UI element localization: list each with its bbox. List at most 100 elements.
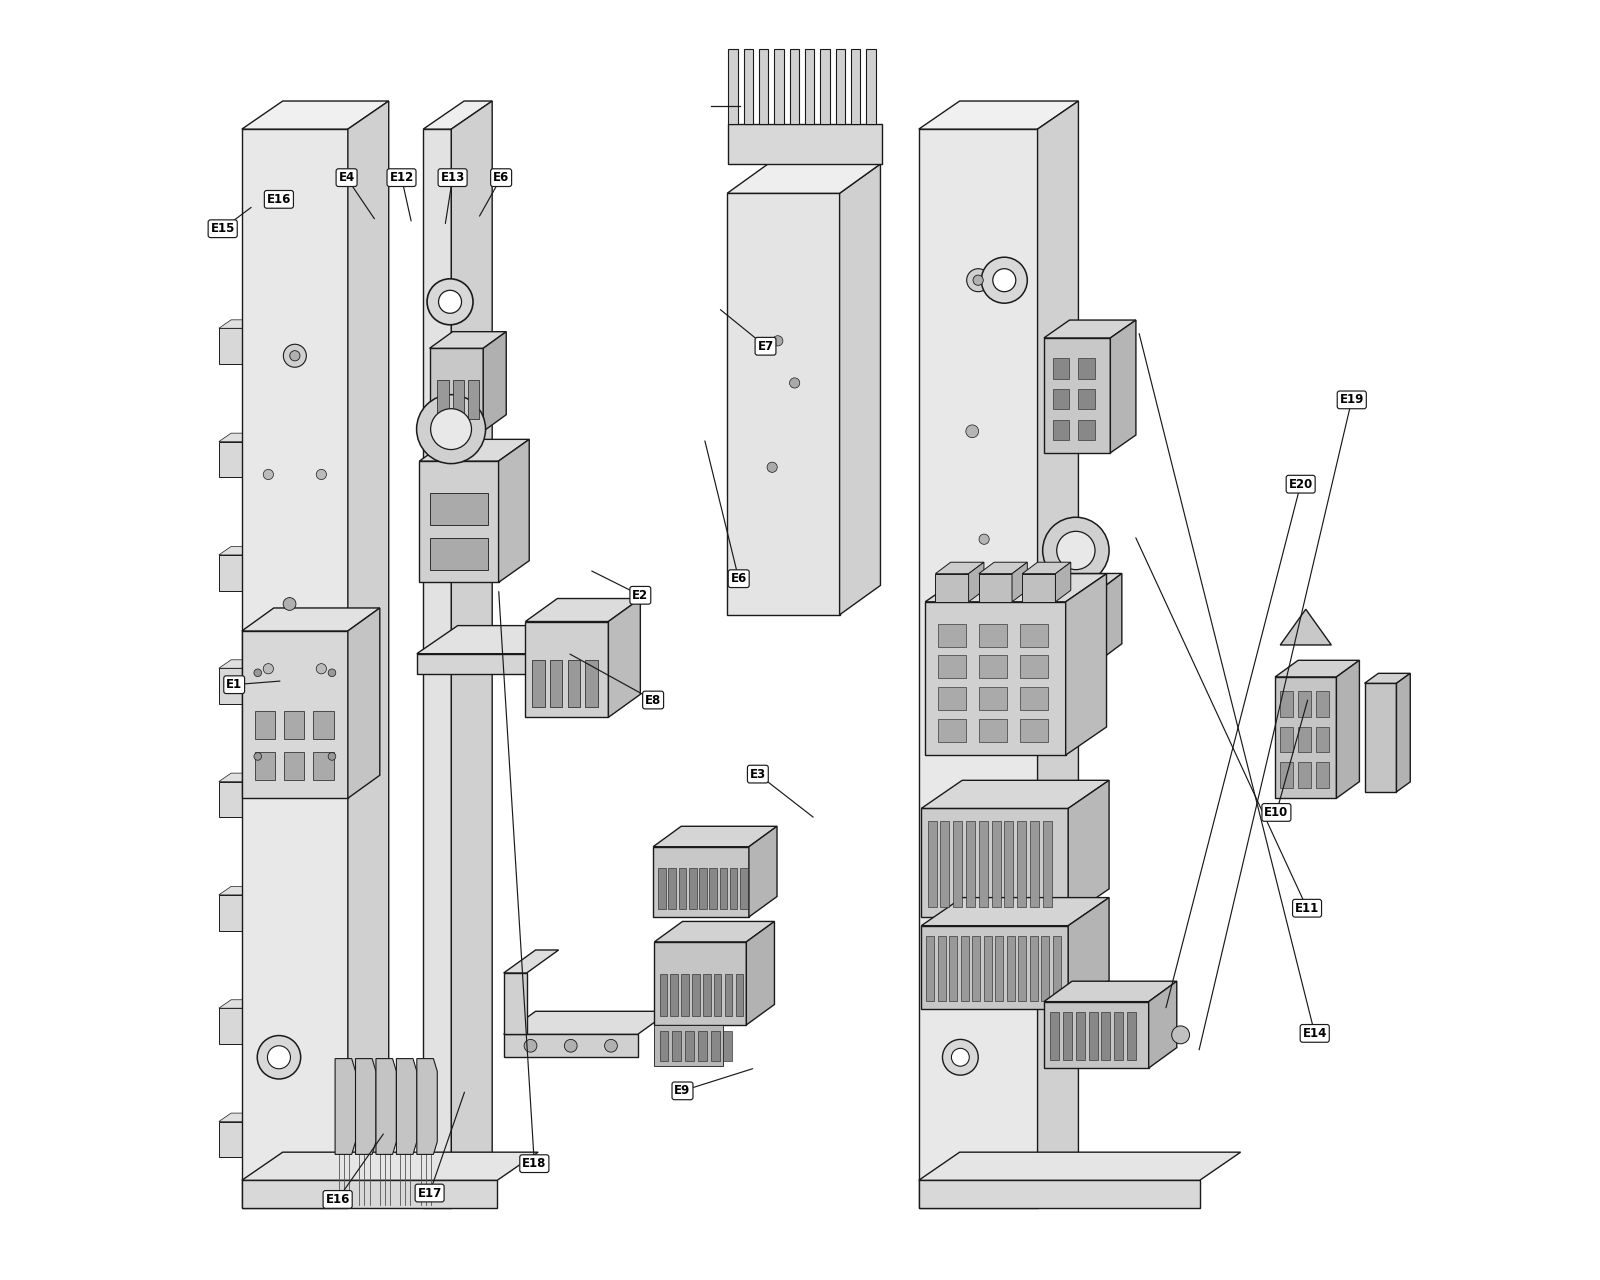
Polygon shape [1088,1012,1098,1060]
Polygon shape [979,687,1006,710]
Text: E18: E18 [522,1157,547,1170]
Circle shape [994,269,1016,292]
Polygon shape [730,868,738,909]
Polygon shape [504,950,558,973]
Circle shape [438,291,461,314]
Polygon shape [1030,936,1037,1001]
Polygon shape [938,687,966,710]
Polygon shape [397,1059,418,1155]
Polygon shape [979,655,1006,678]
Polygon shape [525,599,640,622]
Text: E4: E4 [339,172,355,184]
Circle shape [789,378,800,388]
Polygon shape [936,562,984,573]
Polygon shape [419,439,530,461]
Text: E15: E15 [211,223,235,236]
Polygon shape [1365,684,1397,792]
Polygon shape [922,925,1069,1009]
Polygon shape [219,1121,242,1157]
Polygon shape [659,1032,669,1061]
Polygon shape [242,608,379,631]
Polygon shape [973,936,981,1001]
Polygon shape [1114,1012,1123,1060]
Polygon shape [709,868,717,909]
Polygon shape [1050,1012,1059,1060]
Polygon shape [941,822,949,906]
Polygon shape [424,101,493,129]
Circle shape [328,669,336,677]
Polygon shape [1280,691,1293,717]
Polygon shape [1110,320,1136,453]
Circle shape [264,470,274,480]
Polygon shape [451,101,493,1208]
Polygon shape [744,49,754,124]
Circle shape [264,663,274,673]
Text: E20: E20 [1288,477,1312,490]
Polygon shape [1315,727,1328,753]
Polygon shape [678,868,686,909]
Circle shape [258,1036,301,1079]
Polygon shape [925,573,1107,602]
Polygon shape [1275,677,1336,799]
Polygon shape [685,1032,694,1061]
Circle shape [283,344,306,367]
Text: E10: E10 [1264,806,1288,819]
Polygon shape [1022,562,1070,573]
Polygon shape [418,626,637,654]
Polygon shape [720,868,726,909]
Polygon shape [949,936,957,1001]
Polygon shape [726,193,840,614]
Polygon shape [672,1032,682,1061]
Polygon shape [1048,573,1122,589]
Polygon shape [1365,673,1410,684]
Polygon shape [1062,1012,1072,1060]
Polygon shape [1043,320,1136,338]
Polygon shape [936,573,968,602]
Text: E1: E1 [226,678,242,691]
Polygon shape [1280,609,1331,645]
Polygon shape [805,49,814,124]
Circle shape [565,1039,578,1052]
Polygon shape [1053,420,1069,440]
Circle shape [952,1048,970,1066]
Polygon shape [1101,1012,1110,1060]
Polygon shape [1397,673,1410,792]
Polygon shape [918,1180,1200,1208]
Polygon shape [938,655,966,678]
Polygon shape [979,719,1006,742]
Text: E8: E8 [645,694,661,707]
Text: E11: E11 [1294,901,1318,915]
Polygon shape [430,493,488,525]
Circle shape [254,753,261,760]
Circle shape [773,335,782,346]
Polygon shape [242,1180,498,1208]
Polygon shape [430,538,488,570]
Polygon shape [984,936,992,1001]
Polygon shape [728,49,738,124]
Polygon shape [1315,691,1328,717]
Text: E16: E16 [325,1193,350,1206]
Polygon shape [219,556,242,590]
Polygon shape [568,659,581,707]
Polygon shape [658,868,666,909]
Polygon shape [219,328,242,364]
Polygon shape [682,974,690,1016]
Polygon shape [774,49,784,124]
Polygon shape [979,573,1013,602]
Polygon shape [334,1059,355,1155]
Polygon shape [654,942,746,1025]
Polygon shape [1053,358,1069,379]
Polygon shape [525,622,608,717]
Polygon shape [725,974,733,1016]
Polygon shape [968,562,984,602]
Circle shape [416,394,485,463]
Polygon shape [504,1011,670,1034]
Polygon shape [1043,822,1051,906]
Polygon shape [1078,358,1094,379]
Polygon shape [504,1034,638,1057]
Polygon shape [531,659,544,707]
Polygon shape [979,822,987,906]
Circle shape [267,1046,291,1069]
Polygon shape [728,124,882,164]
Polygon shape [1069,897,1109,1009]
